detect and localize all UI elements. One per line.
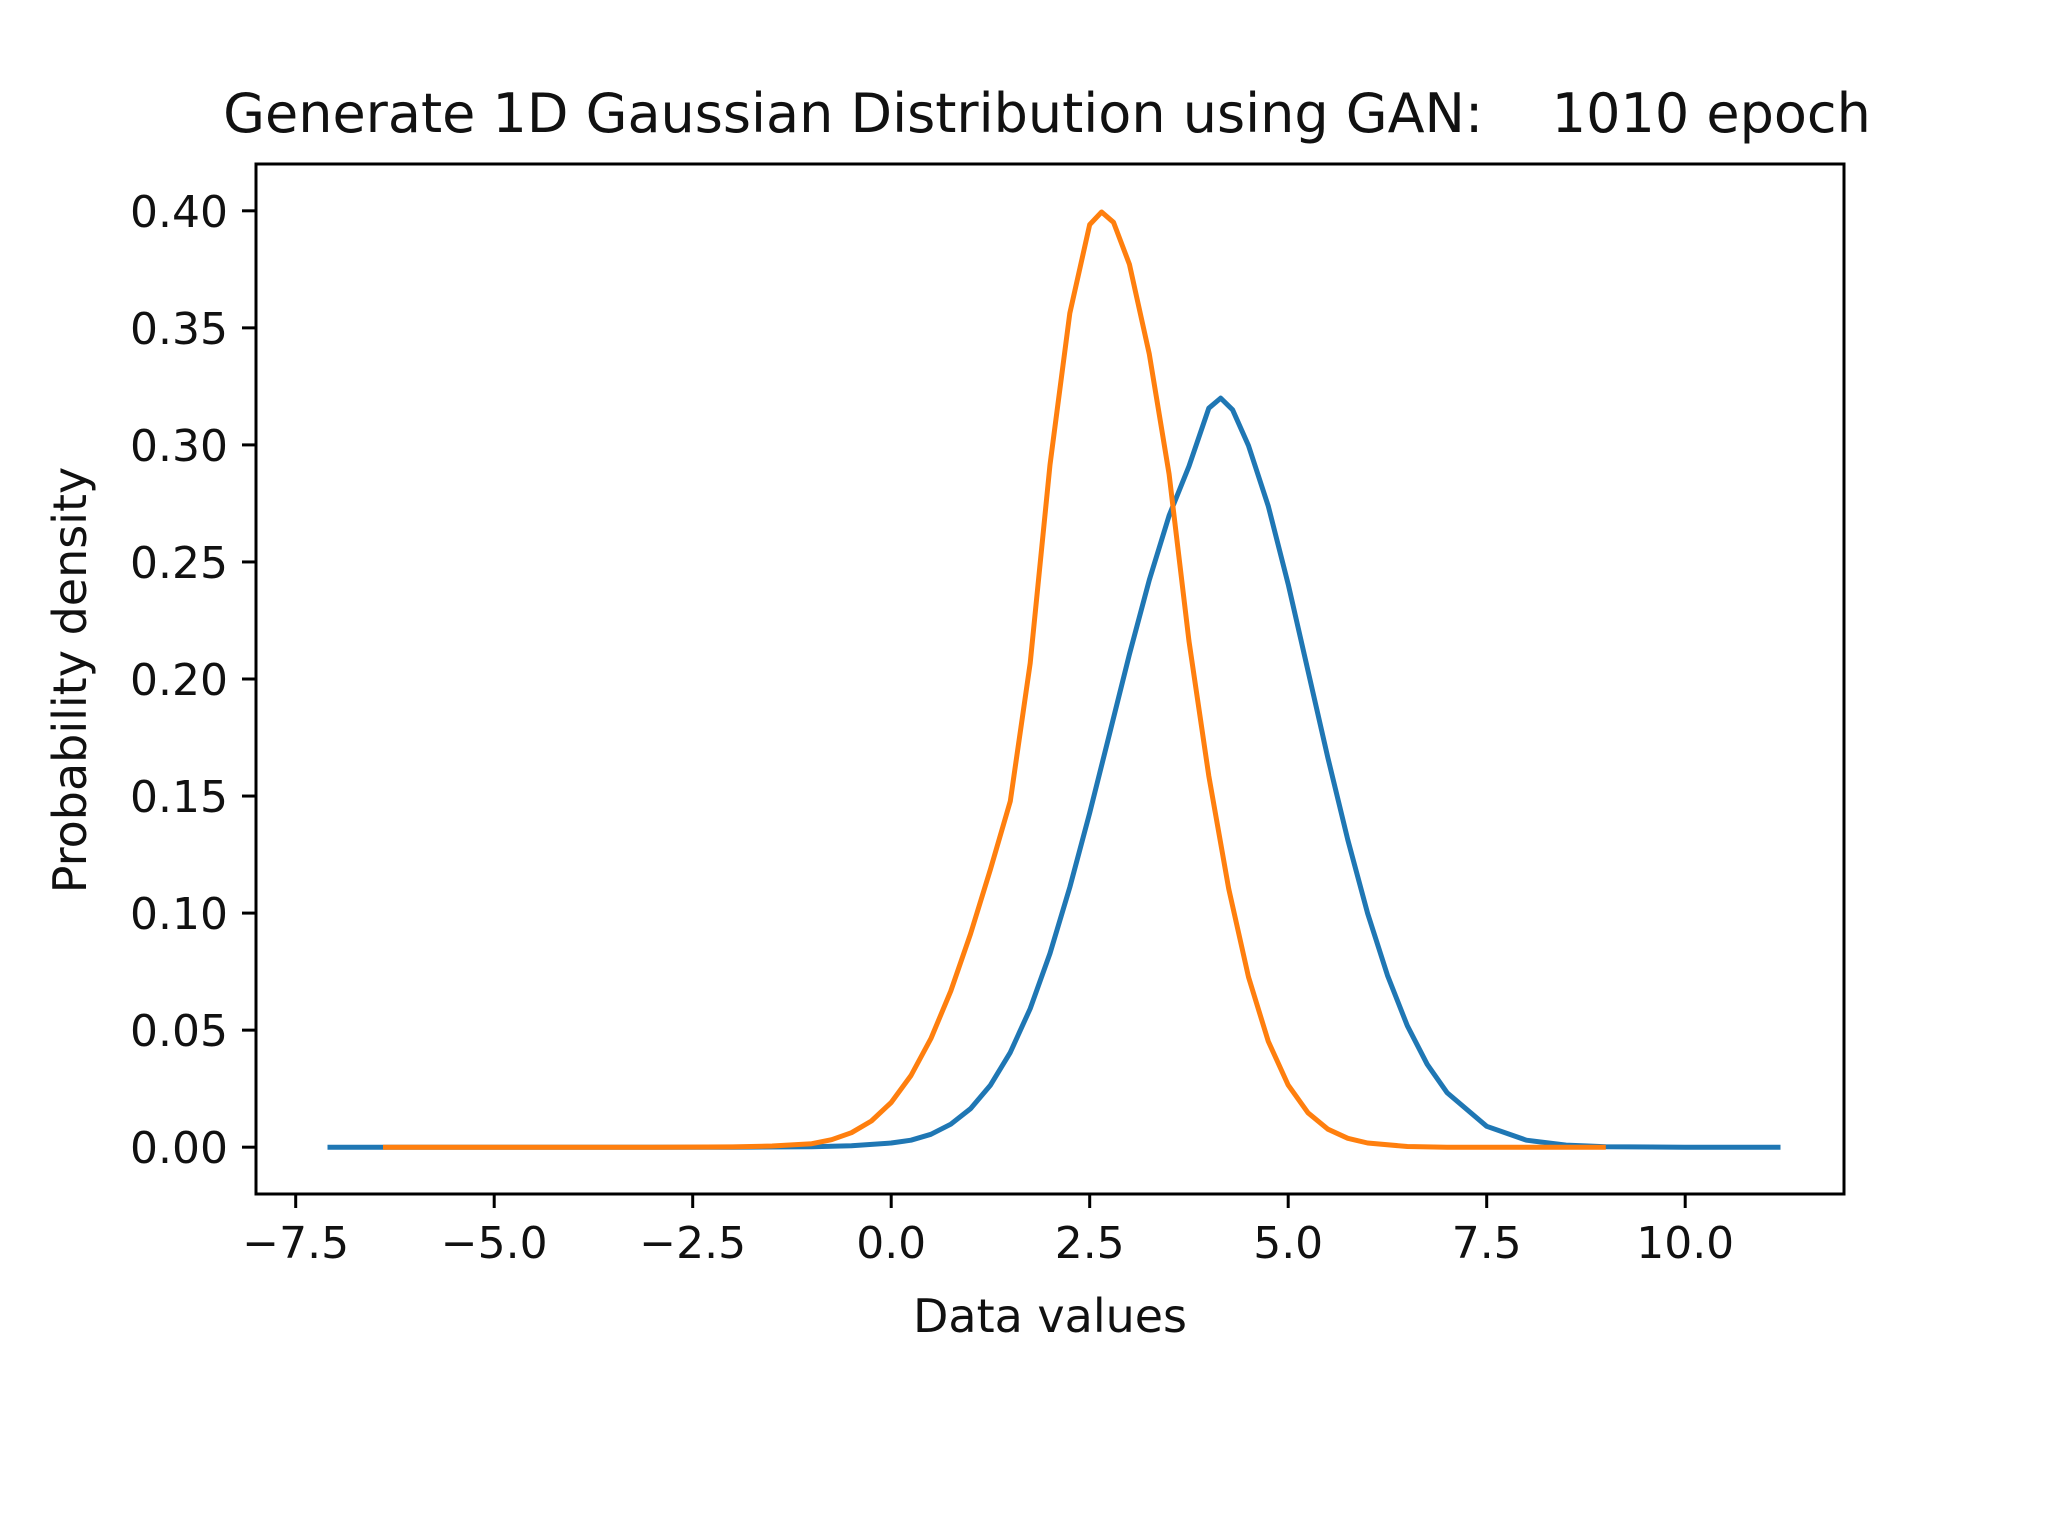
series-line-2: [383, 209, 1606, 1150]
x-tick-label: 0.0: [856, 1218, 926, 1269]
series-line-1: [327, 395, 1781, 1150]
y-tick-label: 0.40: [130, 187, 228, 238]
y-tick-label: 0.05: [130, 1006, 228, 1057]
x-tick-label: 2.5: [1055, 1218, 1125, 1269]
x-tick-label: −2.5: [639, 1218, 746, 1269]
x-axis: −7.5 −5.0 −2.5 0.0 2.5 5.0 7.5 10.0: [242, 1194, 1734, 1269]
x-tick-label: −7.5: [242, 1218, 349, 1269]
y-tick-label: 0.15: [130, 772, 228, 823]
y-axis: 0.00 0.05 0.10 0.15 0.20 0.25 0.30 0.35 0.40: [130, 187, 256, 1174]
x-tick-label: 5.0: [1253, 1218, 1323, 1269]
y-tick-label: 0.20: [130, 655, 228, 706]
y-tick-label: 0.30: [130, 421, 228, 472]
plot-frame: [254, 162, 1846, 1196]
y-tick-label: 0.35: [130, 304, 228, 355]
y-tick-label: 0.00: [130, 1123, 228, 1174]
y-axis-label: Probability density: [43, 467, 97, 893]
x-tick-label: 10.0: [1636, 1218, 1734, 1269]
chart-title: Generate 1D Gaussian Distribution using …: [223, 82, 1871, 145]
series-layer: [327, 209, 1781, 1150]
x-tick-label: −5.0: [441, 1218, 548, 1269]
x-tick-label: 7.5: [1452, 1218, 1522, 1269]
x-axis-label: Data values: [913, 1289, 1187, 1343]
y-tick-label: 0.25: [130, 538, 228, 589]
y-tick-label: 0.10: [130, 889, 228, 940]
